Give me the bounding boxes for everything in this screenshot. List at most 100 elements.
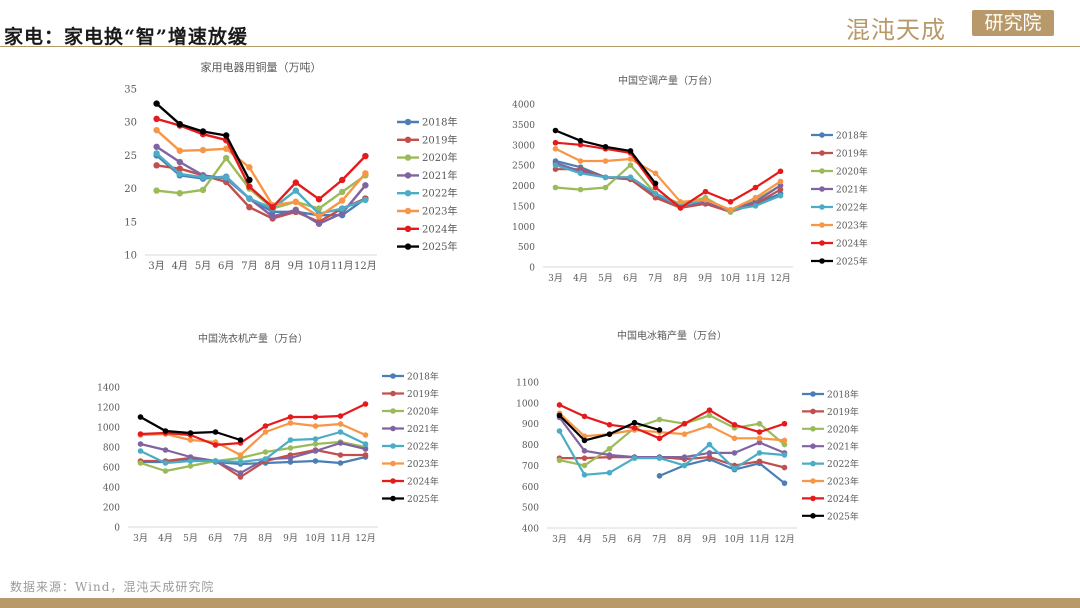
data-point	[362, 170, 369, 177]
x-tick-label: 4月	[158, 533, 173, 544]
y-tick-label: 200	[103, 504, 120, 514]
y-tick-label: 3500	[512, 121, 535, 131]
series-line	[155, 152, 366, 216]
legend-label: 2018年	[827, 389, 859, 401]
series-line	[155, 129, 367, 218]
data-point	[702, 196, 709, 203]
legend-item-2024: 2024年	[802, 493, 859, 505]
data-point	[187, 430, 194, 436]
data-point	[577, 158, 584, 164]
data-point	[606, 431, 613, 437]
legend-item-2025: 2025年	[802, 510, 859, 522]
legend-item-2018: 2018年	[802, 389, 859, 401]
series-line	[156, 164, 366, 224]
series-line	[559, 414, 786, 467]
legend-item-2021: 2021年	[397, 169, 457, 182]
washing-machine-output-chart: 中国洗衣机产量（万台） 0 200 400 600 800 1000 1200 1400 3月 4月…	[97, 332, 439, 544]
data-point	[212, 442, 219, 448]
data-point	[187, 458, 194, 464]
data-point	[246, 183, 253, 190]
x-tick-label: 10月	[308, 260, 331, 272]
footer-bar	[0, 598, 1080, 608]
data-point	[162, 447, 169, 453]
legend-swatch-marker	[404, 225, 412, 232]
x-tick-label: 4月	[573, 273, 588, 284]
data-point	[731, 450, 738, 456]
y-tick-label: 800	[522, 441, 539, 451]
data-point	[153, 115, 160, 123]
data-point	[315, 213, 323, 220]
series-2021	[137, 440, 369, 476]
data-point	[262, 429, 269, 435]
data-point	[269, 203, 276, 211]
data-point	[237, 437, 244, 443]
x-tick-label: 8月	[258, 533, 273, 544]
series-2025	[153, 100, 253, 184]
y-tick-label: 15	[124, 217, 137, 228]
legend-label: 2025年	[827, 510, 859, 522]
legend-label: 2022年	[836, 202, 868, 214]
legend-item-2018: 2018年	[397, 116, 457, 129]
data-point	[752, 199, 759, 205]
x-tick-label: 6月	[208, 533, 223, 544]
x-tick-label: 4月	[577, 534, 592, 545]
data-point	[137, 431, 144, 437]
data-point	[706, 441, 713, 448]
data-point	[706, 423, 713, 429]
legend-swatch-marker	[810, 408, 816, 415]
data-point	[781, 437, 788, 444]
legend-item-2024: 2024年	[382, 476, 439, 488]
y-tick-label: 600	[103, 464, 120, 474]
x-tick-label: 7月	[233, 533, 248, 544]
data-point	[187, 463, 194, 469]
data-point	[752, 203, 759, 209]
data-point	[727, 207, 734, 213]
data-point	[652, 184, 659, 191]
legend-item-2022: 2022年	[811, 202, 868, 214]
legend-item-2020: 2020年	[382, 406, 439, 418]
series-line	[555, 147, 782, 211]
series-line	[156, 156, 367, 210]
data-point	[223, 132, 230, 139]
data-point	[606, 452, 613, 458]
data-point	[656, 473, 663, 479]
legend-item-2023: 2023年	[802, 476, 859, 488]
data-point	[137, 441, 144, 447]
series-line	[140, 441, 366, 475]
data-point	[706, 454, 713, 460]
data-point	[362, 182, 369, 189]
x-tick-label: 10月	[724, 534, 744, 545]
data-point	[756, 420, 763, 427]
legend-swatch-marker	[819, 132, 825, 138]
data-point	[781, 420, 788, 427]
data-point	[781, 480, 788, 486]
data-point	[362, 401, 369, 407]
data-point	[552, 162, 559, 168]
y-tick-label: 500	[522, 504, 539, 514]
legend-item-2024: 2024年	[397, 222, 457, 235]
data-point	[552, 166, 559, 172]
data-point	[706, 407, 713, 413]
source-note: 数据来源：Wind，混沌天成研究院	[10, 580, 215, 594]
data-point	[176, 120, 183, 128]
x-tick-label: 6月	[623, 273, 638, 284]
data-point	[581, 448, 588, 454]
data-point	[162, 428, 169, 434]
data-point	[287, 445, 294, 451]
chart-title: 中国空调产量（万台）	[618, 74, 718, 87]
data-point	[187, 454, 194, 460]
legend-item-2020: 2020年	[397, 151, 457, 164]
data-point	[656, 435, 663, 442]
series-2023	[552, 146, 784, 213]
y-tick-label: 1500	[512, 202, 535, 212]
data-point	[656, 455, 663, 461]
data-point	[246, 203, 253, 211]
legend-label: 2021年	[836, 184, 868, 196]
data-point	[262, 449, 269, 455]
data-point	[627, 156, 634, 162]
data-point	[577, 170, 584, 177]
x-tick-label: 5月	[598, 273, 613, 284]
data-point	[339, 197, 346, 204]
legend-label: 2021年	[422, 169, 457, 182]
data-point	[552, 139, 559, 146]
